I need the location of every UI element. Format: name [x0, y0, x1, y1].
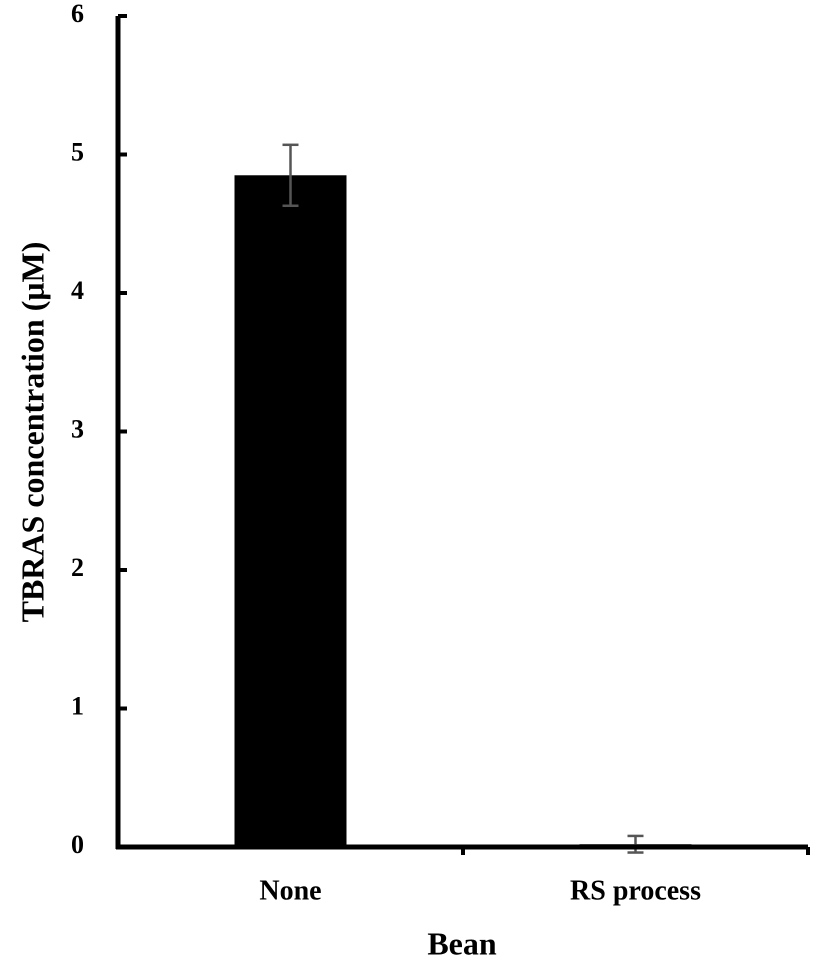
- y-tick-label: 2: [71, 553, 84, 582]
- x-tick-label: RS process: [570, 875, 701, 906]
- y-tick-label: 4: [71, 276, 84, 305]
- y-tick-label: 5: [71, 137, 84, 166]
- y-tick-label: 0: [71, 830, 84, 859]
- error-bar: [282, 143, 299, 207]
- y-axis-title: TBRAS concentration (μM): [14, 242, 50, 623]
- y-tick-label: 6: [71, 0, 84, 28]
- x-tick-label: None: [259, 875, 321, 906]
- y-tick-label: 3: [71, 414, 84, 443]
- bar: [234, 175, 347, 847]
- error-bar: [627, 834, 644, 854]
- y-tick-label: 1: [71, 691, 84, 720]
- x-axis-title: Bean: [427, 925, 497, 961]
